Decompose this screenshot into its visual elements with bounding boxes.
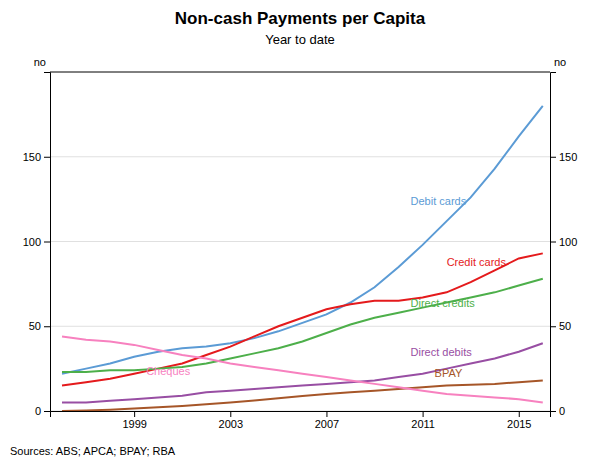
grid-line <box>50 326 550 327</box>
tick-label: 100 <box>559 236 577 248</box>
series-line <box>62 279 543 372</box>
series-label: Direct credits <box>411 297 476 309</box>
tick-mark <box>519 411 520 417</box>
tick-label: 0 <box>35 405 41 417</box>
source: Sources: ABS; APCA; BPAY; RBA <box>10 445 176 457</box>
tick-label: 100 <box>23 236 41 248</box>
series-line <box>62 336 543 402</box>
title: Non-cash Payments per Capita <box>175 9 426 28</box>
y-axis-label: no <box>34 56 46 68</box>
x-axis: 1999 2003 2007 2011 2015 <box>51 411 551 430</box>
tick: 100 <box>23 236 50 248</box>
tick: 150 <box>23 151 50 163</box>
tick: 1999 <box>122 411 146 430</box>
tick: 50 <box>29 320 50 332</box>
grid-line <box>50 156 550 157</box>
tick: 100 <box>550 236 577 248</box>
tick-label: 2011 <box>411 418 435 430</box>
tick-label: 1999 <box>122 418 146 430</box>
tick: 2007 <box>315 411 339 430</box>
chart: Non-cash Payments per Capita Year to date… <box>0 0 600 463</box>
tick: 0 <box>550 405 565 417</box>
tick-mark <box>134 411 135 417</box>
tick-mark <box>550 157 556 158</box>
grid-line <box>50 241 550 242</box>
subtitle: Year to date <box>265 32 335 47</box>
tick-mark <box>230 411 231 417</box>
y2-axis: 0 50 100 150 <box>550 73 577 418</box>
axis-line <box>51 412 551 418</box>
series-label: BPAY <box>435 367 463 379</box>
tick-label: 150 <box>23 151 41 163</box>
axis-line <box>551 73 557 412</box>
tick-label: 2015 <box>507 418 531 430</box>
series-label: Cheques <box>146 365 191 377</box>
tick: 150 <box>550 151 577 163</box>
plot-area: 1999 2003 2007 2011 2015 0 50 100 150 0 50 100 150 no… <box>23 56 578 430</box>
y2-axis-label: no <box>554 56 566 68</box>
tick-mark <box>44 242 50 243</box>
tick-mark <box>550 326 556 327</box>
series-line <box>62 106 543 374</box>
tick-mark <box>44 411 50 412</box>
series-line <box>62 253 543 385</box>
tick-label: 150 <box>559 151 577 163</box>
series-label: Direct debits <box>411 346 473 358</box>
tick-label: 2003 <box>219 418 243 430</box>
tick-mark <box>326 411 327 417</box>
tick-label: 0 <box>559 405 565 417</box>
tick: 2011 <box>411 411 435 430</box>
tick: 0 <box>35 405 50 417</box>
tick: 2015 <box>507 411 531 430</box>
series-labels: Debit cards Credit cards Direct credits Dir… <box>146 195 506 378</box>
tick-mark <box>550 411 556 412</box>
frame <box>50 72 550 73</box>
tick-mark <box>44 326 50 327</box>
series-label: Credit cards <box>447 256 507 268</box>
tick-label: 50 <box>29 320 41 332</box>
tick-label: 2007 <box>315 418 339 430</box>
axis-line <box>44 73 51 412</box>
series-group <box>62 106 543 411</box>
tick: 2003 <box>219 411 243 430</box>
series-label: Debit cards <box>411 195 467 207</box>
y-axis: 0 50 100 150 <box>23 73 51 418</box>
tick-mark <box>550 242 556 243</box>
grid <box>50 157 550 411</box>
tick: 50 <box>550 320 571 332</box>
tick-mark <box>44 157 50 158</box>
tick-label: 50 <box>559 320 571 332</box>
tick-mark <box>423 411 424 417</box>
